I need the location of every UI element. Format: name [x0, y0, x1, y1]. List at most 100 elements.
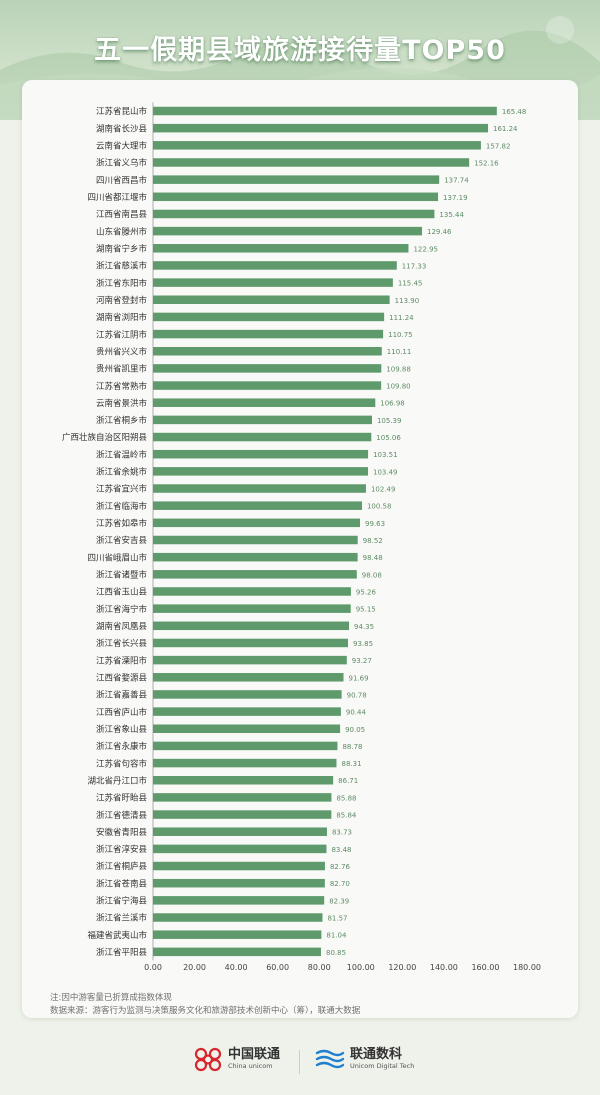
- data-label: 90.78: [347, 691, 367, 699]
- data-label: 90.05: [345, 726, 365, 734]
- bar: [153, 896, 325, 905]
- bar: [153, 346, 382, 356]
- data-label: 100.58: [367, 503, 392, 511]
- data-label: 105.39: [377, 417, 402, 425]
- category-label: 浙江省余姚市: [96, 467, 148, 478]
- data-label: 93.27: [352, 657, 372, 665]
- category-label: 江西省庐山市: [96, 707, 148, 718]
- bar: [153, 329, 384, 339]
- data-label: 94.35: [354, 623, 374, 631]
- data-label: 82.39: [329, 897, 349, 905]
- unicom-digital-tech-logo: 联通数科 Unicom Digital Tech: [314, 1046, 414, 1072]
- category-label: 江苏省盱眙县: [96, 793, 148, 804]
- category-label: 浙江省苍南县: [96, 878, 148, 889]
- bar: [153, 449, 369, 459]
- data-label: 137.74: [444, 177, 469, 185]
- bar: [153, 295, 390, 305]
- bar-chart: 江苏省昆山市 165.48 湖南省长沙县 161.24 云南省大理市 157.82 浙江省义…: [62, 102, 541, 972]
- bar: [153, 690, 342, 699]
- bar: [153, 123, 489, 133]
- data-label: 117.33: [402, 262, 427, 270]
- footer: 中国联通 China unicom 联通数科 Unicom Digital Te…: [0, 1040, 600, 1080]
- category-label: 浙江省诸暨市: [96, 570, 148, 581]
- category-label: 浙江省慈溪市: [96, 261, 148, 272]
- data-label: 161.24: [493, 125, 518, 133]
- bar: [153, 158, 470, 167]
- unicom-knot-icon: [194, 1047, 222, 1072]
- bar: [153, 501, 362, 510]
- category-label: 浙江省永康市: [96, 741, 148, 752]
- category-label: 江苏省昆山市: [96, 106, 148, 117]
- bar: [153, 381, 382, 390]
- category-label: 江苏省宜兴市: [96, 484, 148, 495]
- data-label: 109.80: [386, 383, 411, 391]
- data-label: 85.88: [336, 794, 356, 802]
- category-label: 浙江省温岭市: [96, 449, 148, 460]
- data-label: 165.48: [502, 108, 527, 116]
- category-label: 浙江省桐乡市: [96, 415, 148, 426]
- category-label: 浙江省海宁市: [96, 604, 148, 615]
- data-label: 115.45: [398, 280, 423, 288]
- note-line-2: 数据来源：游客行为监测与决策服务文化和旅游部技术创新中心（筹），联通大数据: [50, 1006, 361, 1016]
- category-label: 浙江省象山县: [96, 724, 148, 735]
- bar: [153, 621, 350, 631]
- bar: [153, 484, 366, 493]
- bar: [153, 398, 376, 407]
- logo1-sub: China unicom: [228, 1061, 273, 1070]
- category-label: 浙江省桐庐县: [96, 861, 148, 872]
- bar: [153, 209, 435, 219]
- category-label: 湖南省浏阳市: [96, 312, 148, 323]
- bar: [153, 775, 334, 785]
- data-label: 82.70: [330, 880, 350, 888]
- x-tick-label: 140.00: [430, 963, 458, 972]
- category-label: 江西省玉山县: [96, 587, 148, 598]
- data-label: 110.75: [388, 331, 413, 339]
- logo2-name: 联通数科: [350, 1046, 403, 1062]
- bar: [153, 587, 351, 596]
- data-label: 81.04: [326, 932, 347, 940]
- category-label: 福建省武夷山市: [87, 930, 147, 941]
- bar: [153, 106, 497, 116]
- category-label: 江苏省溧阳市: [96, 655, 148, 666]
- category-label: 江苏省常熟市: [96, 381, 148, 392]
- data-label: 110.11: [387, 348, 412, 356]
- data-label: 93.85: [353, 640, 373, 648]
- bar: [153, 518, 361, 528]
- category-label: 湖南省凤凰县: [96, 621, 148, 632]
- data-label: 86.71: [338, 777, 358, 785]
- logo1-name: 中国联通: [228, 1046, 281, 1062]
- data-label: 82.76: [330, 863, 351, 871]
- x-tick-label: 80.00: [308, 963, 331, 972]
- category-label: 河南省登封市: [96, 295, 148, 306]
- data-label: 103.49: [373, 468, 398, 476]
- bar: [153, 278, 393, 287]
- bar: [153, 655, 347, 665]
- bar: [153, 673, 344, 682]
- category-label: 广西壮族自治区阳朔县: [62, 432, 148, 443]
- data-label: 88.78: [342, 743, 362, 751]
- bar: [153, 947, 321, 957]
- category-label: 浙江省德清县: [96, 810, 148, 821]
- data-label: 81.57: [327, 915, 347, 923]
- bar: [153, 552, 358, 562]
- chart-card: [22, 80, 578, 1018]
- category-label: 浙江省兰溪市: [96, 913, 148, 924]
- footer-divider: [299, 1050, 300, 1074]
- data-label: 137.19: [443, 194, 468, 202]
- bar: [153, 793, 332, 802]
- x-tick-label: 40.00: [225, 963, 248, 972]
- data-label: 83.48: [331, 846, 351, 854]
- data-label: 152.16: [474, 159, 499, 167]
- bar: [153, 810, 332, 819]
- category-label: 湖北省丹江口市: [87, 775, 147, 786]
- category-label: 山东省滕州市: [96, 226, 148, 237]
- category-label: 江苏省句容市: [96, 758, 148, 769]
- category-label: 浙江省平阳县: [96, 947, 148, 958]
- note-line-1: 注:因中游客量已折算成指数体现: [50, 993, 172, 1003]
- data-label: 99.63: [365, 520, 385, 528]
- bar: [153, 244, 409, 253]
- data-label: 98.08: [362, 571, 382, 579]
- category-label: 浙江省安吉县: [96, 535, 148, 546]
- x-tick-label: 180.00: [513, 963, 541, 972]
- bar: [153, 570, 357, 579]
